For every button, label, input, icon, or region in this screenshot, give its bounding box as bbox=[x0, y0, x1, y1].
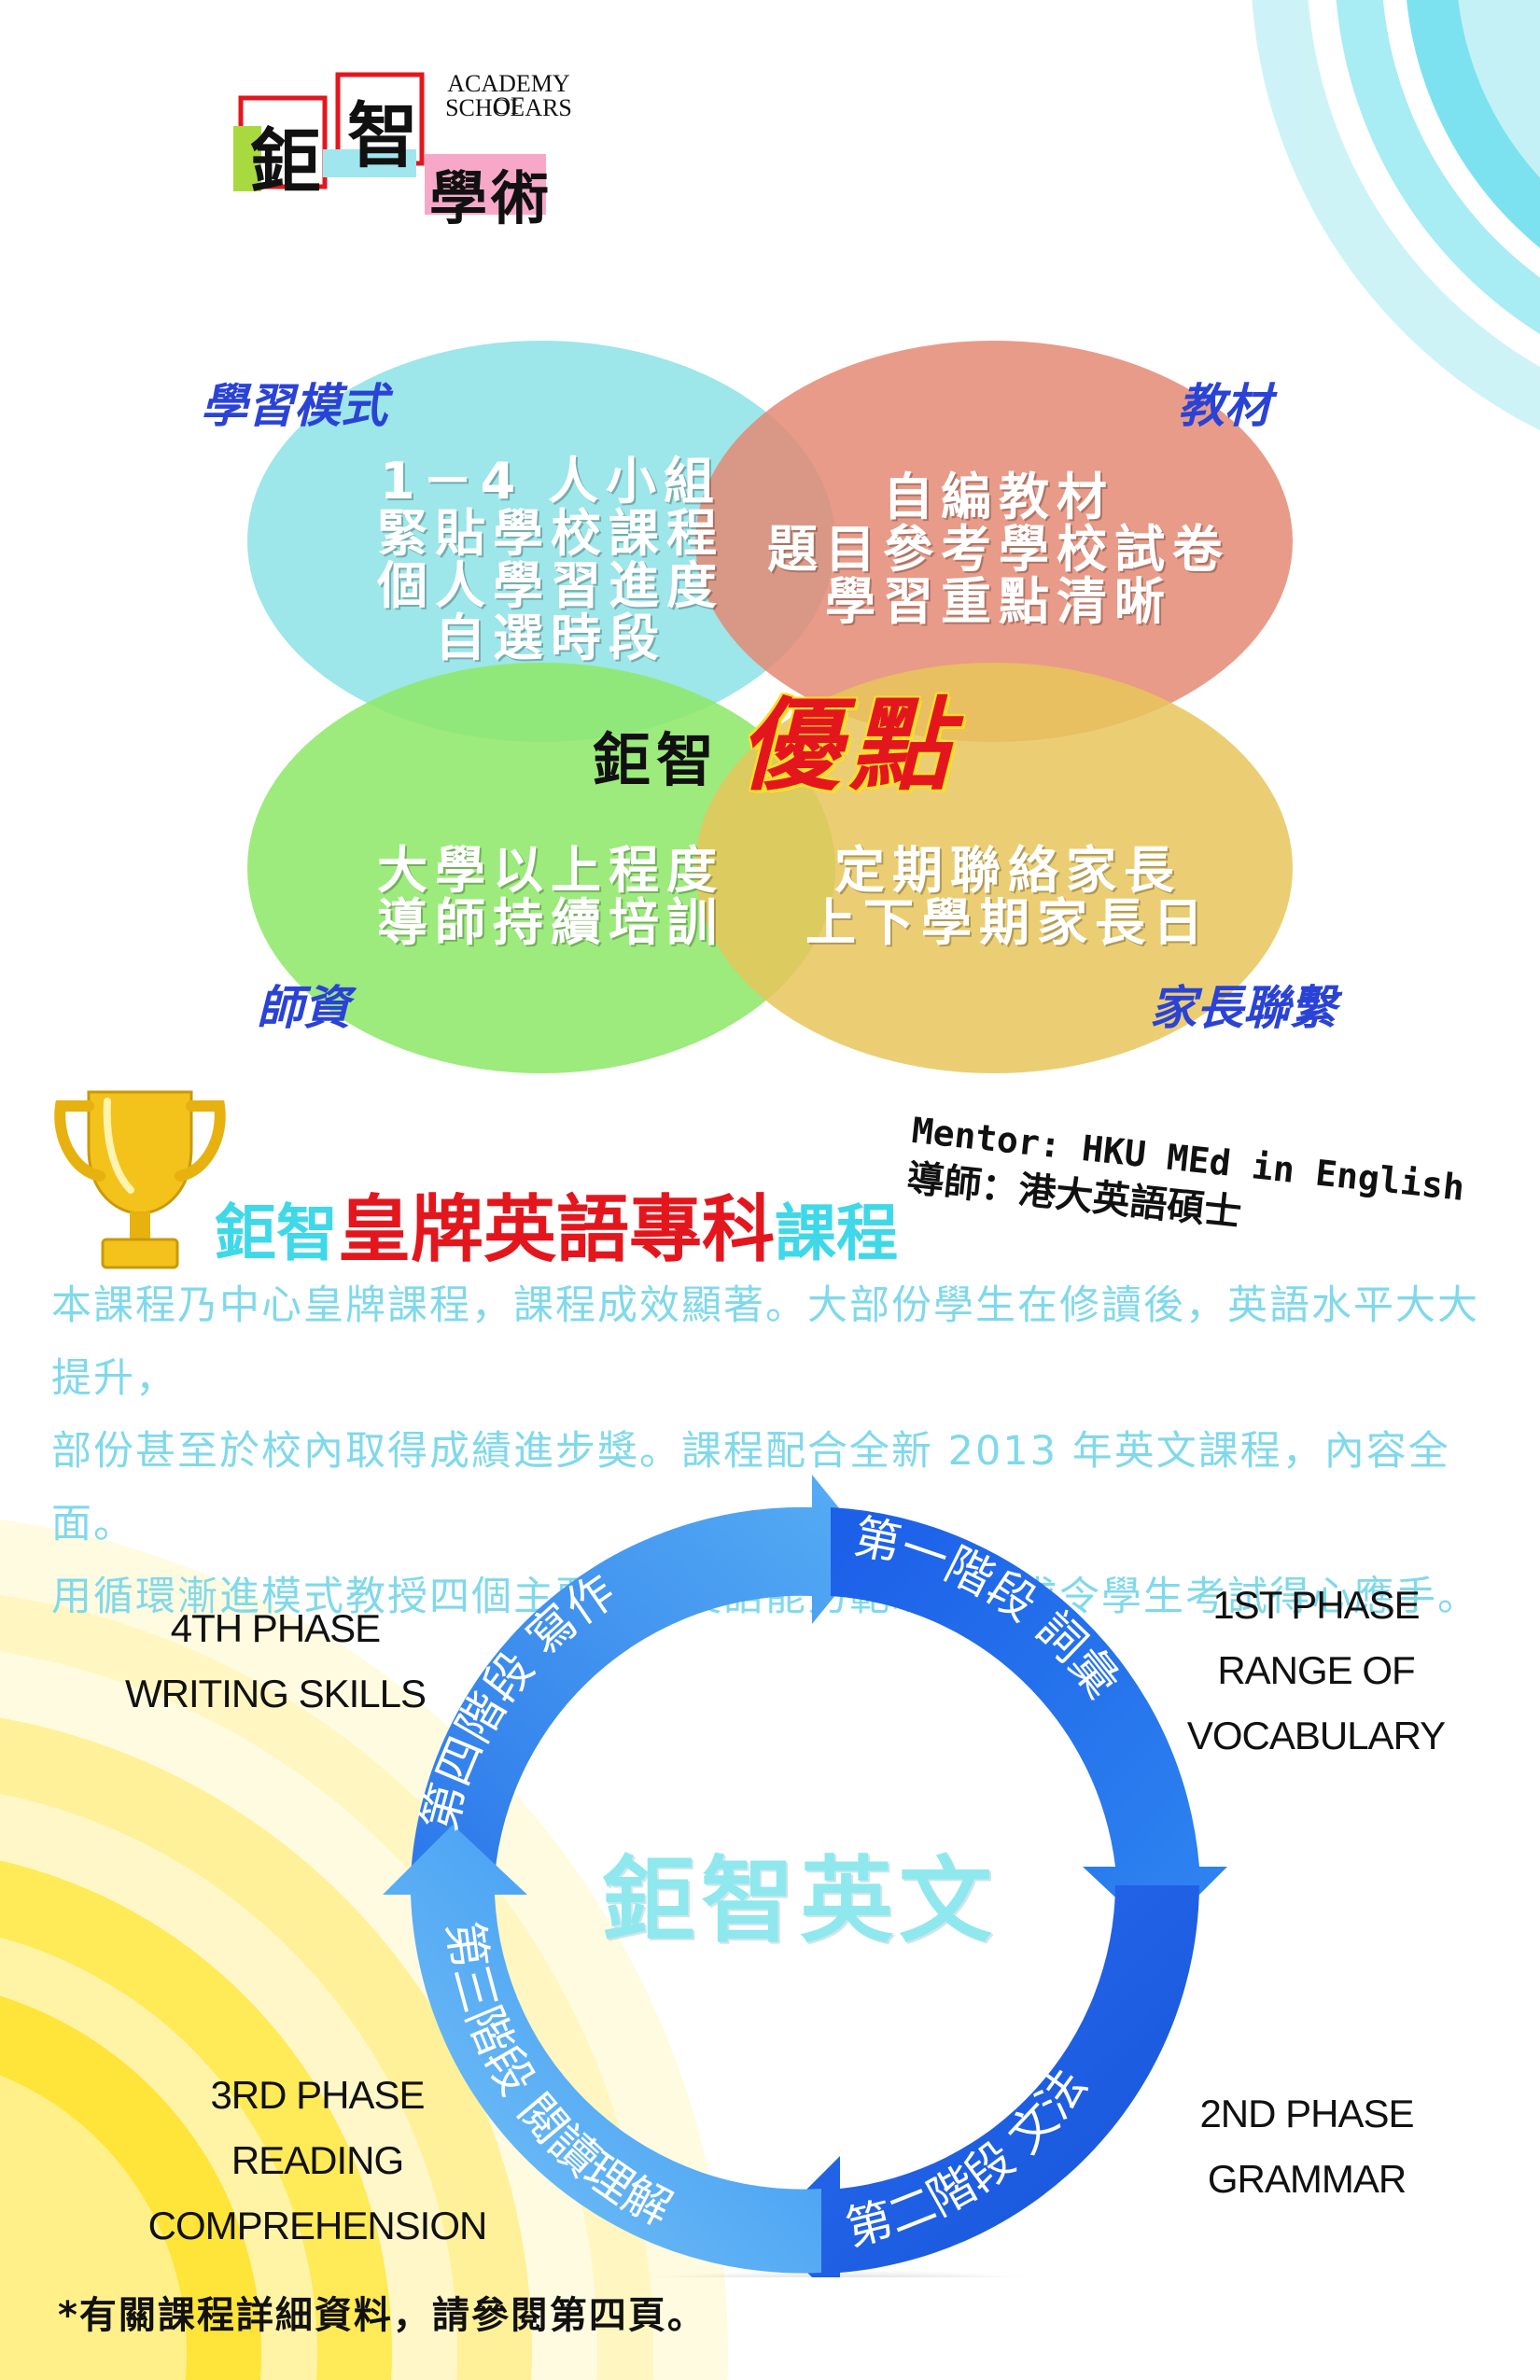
phase-line: 4TH PHASE bbox=[170, 1606, 381, 1650]
logo-english-line-1: ACADEMY OF bbox=[447, 70, 570, 119]
venn-text-top-right: 自編教材 題目參考學校試卷 學習重點清晰 bbox=[765, 471, 1232, 628]
venn-text-bottom-left: 大學以上程度 導師持續培訓 bbox=[355, 845, 747, 949]
description-line: 本課程乃中心皇牌課程，課程成效顯著。大部份學生在修讀後，英語水平大大提升， bbox=[51, 1282, 1479, 1402]
phase-label-third: 3RD PHASE READING COMPREHENSION bbox=[112, 2063, 523, 2259]
logo-char-3: 學術 bbox=[429, 164, 553, 232]
venn-center-a: 鉅智 bbox=[593, 726, 721, 794]
venn-circle-top-right bbox=[695, 341, 1293, 742]
arrow-third-phase bbox=[383, 1825, 821, 2274]
arrow-text-first: 第一階段 詞彙 bbox=[849, 1509, 1130, 1708]
footnote: *有關課程詳細資料，請參閱第四頁。 bbox=[58, 2294, 707, 2337]
arrow-first-phase bbox=[831, 1507, 1227, 1937]
course-description: 本課程乃中心皇牌課程，課程成效顯著。大部份學生在修讀後，英語水平大大提升， 部份… bbox=[51, 1269, 1507, 1633]
venn-circle-top-left bbox=[247, 341, 835, 742]
logo-char-1: 鉅 bbox=[250, 120, 321, 203]
phase-line: 3RD PHASE bbox=[210, 2073, 425, 2117]
venn-label-bottom-left: 師資 bbox=[257, 981, 350, 1035]
arrow-fourth-phase bbox=[411, 1475, 873, 1876]
venn-center-b: 優點 bbox=[739, 688, 960, 805]
phase-line: GRAMMAR bbox=[1207, 2157, 1407, 2201]
description-line: 部份甚至於校內取得成績進步獎。課程配合全新 2013 年英文課程，內容全面。 bbox=[51, 1428, 1450, 1547]
phase-line: WRITING SKILLS bbox=[124, 1672, 427, 1715]
venn-circle-bottom-right bbox=[695, 663, 1293, 1073]
trophy-icon bbox=[54, 1090, 226, 1269]
phase-line: COMPREHENSION bbox=[147, 2204, 488, 2247]
venn-line: 1－4 人小組 bbox=[380, 452, 721, 511]
learning-cycle-diagram: 第四階段 寫作 第一階段 詞彙 第二階段 文法 第三階段 閱讀理解 bbox=[383, 1475, 1227, 2277]
phase-line: 1ST PHASE bbox=[1212, 1583, 1420, 1627]
venn-label-top-right: 教材 bbox=[1178, 379, 1271, 433]
phase-line: RANGE OF bbox=[1217, 1648, 1415, 1692]
logo-english-line-2: SCHOLARS bbox=[445, 94, 572, 121]
phase-line: READING bbox=[231, 2138, 404, 2182]
venn-text-bottom-right: 定期聯絡家長 上下學期家長日 bbox=[793, 845, 1223, 949]
logo-char-2: 智 bbox=[347, 94, 418, 177]
venn-line: 上下學期家長日 bbox=[805, 893, 1211, 952]
phase-label-second: 2ND PHASE GRAMMAR bbox=[1167, 2081, 1447, 2212]
course-title-b: 皇牌英語專科 bbox=[338, 1188, 776, 1272]
venn-line: 緊貼學校課程 bbox=[377, 504, 724, 563]
logo-frames bbox=[233, 72, 546, 215]
course-title-c: 課程 bbox=[775, 1197, 899, 1269]
course-title: 鉅智皇牌英語專科課程 bbox=[215, 1171, 898, 1276]
venn-line: 自編教材 bbox=[883, 468, 1114, 526]
cycle-center-title: 鉅智英文 bbox=[602, 1846, 998, 1955]
venn-line: 題目參考學校試卷 bbox=[767, 520, 1230, 579]
venn-circle-bottom-left bbox=[247, 663, 835, 1073]
venn-line: 自選時段 bbox=[435, 609, 666, 667]
phase-label-fourth: 4TH PHASE WRITING SKILLS bbox=[103, 1596, 448, 1727]
venn-line: 大學以上程度 bbox=[377, 841, 724, 900]
venn-line: 個人學習進度 bbox=[377, 556, 724, 615]
phase-line: 2ND PHASE bbox=[1199, 2092, 1414, 2135]
venn-line: 學習重點清晰 bbox=[825, 572, 1172, 631]
venn-diagram bbox=[247, 341, 1293, 1073]
venn-label-top-left: 學習模式 bbox=[201, 379, 387, 433]
course-title-a: 鉅智 bbox=[215, 1197, 338, 1269]
venn-center-title: 鉅智 優點 bbox=[593, 665, 959, 810]
academy-logo: 鉅 智 學術 ACADEMY OF SCHOLARS bbox=[233, 65, 588, 233]
phase-line: VOCABULARY bbox=[1186, 1714, 1446, 1757]
venn-text-top-left: 1－4 人小組 緊貼學校課程 個人學習進度 自選時段 bbox=[355, 455, 747, 665]
venn-line: 導師持續培訓 bbox=[377, 893, 724, 952]
phase-label-first: 1ST PHASE RANGE OF VOCABULARY bbox=[1157, 1573, 1475, 1769]
venn-line: 定期聯絡家長 bbox=[834, 841, 1182, 900]
venn-label-bottom-right: 家長聯繫 bbox=[1150, 981, 1337, 1035]
